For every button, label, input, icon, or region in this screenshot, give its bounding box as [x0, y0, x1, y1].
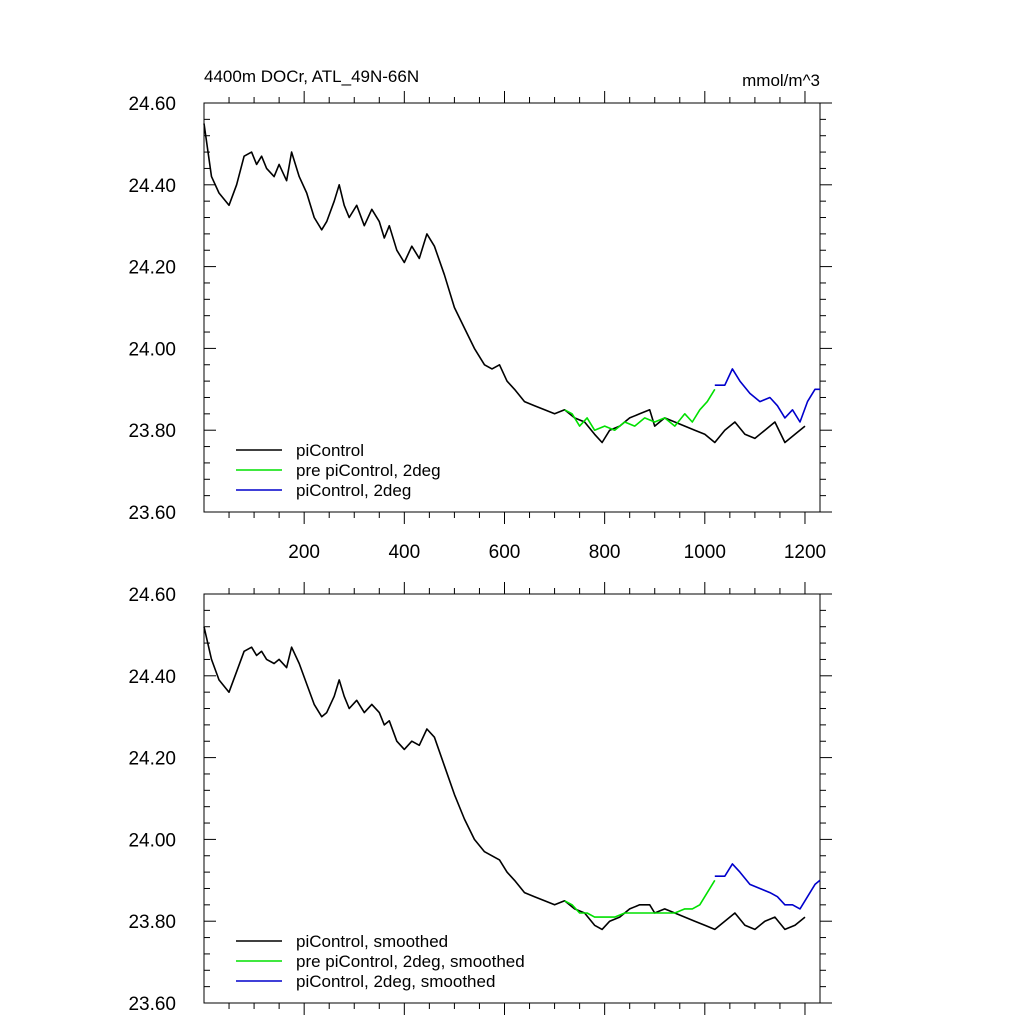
x-tick-label: 600 [489, 542, 521, 563]
series-line-2 [714, 368, 820, 423]
y-tick-label: 24.20 [128, 258, 176, 279]
y-tick-label: 24.60 [128, 585, 176, 606]
plot-frame [203, 593, 821, 1004]
y-tick-label: 24.60 [128, 94, 176, 115]
x-tick-labels: 200 400 600 800 1000 1200 [288, 542, 826, 563]
y-tick-label: 24.20 [128, 749, 176, 770]
y-tick-label: 23.60 [128, 503, 176, 524]
chart-title: 4400m DOCr, ATL_49N-66N [204, 67, 419, 86]
y-tick-label: 24.00 [128, 830, 176, 851]
y-tick-label: 23.80 [128, 421, 176, 442]
legend-label: pre piControl, 2deg, smoothed [296, 952, 525, 971]
legend-label: piControl, smoothed [296, 932, 448, 951]
legend-label: pre piControl, 2deg [296, 461, 441, 480]
y-tick-label: 24.40 [128, 176, 176, 197]
y-tick-label: 24.40 [128, 667, 176, 688]
series-line-0 [203, 626, 806, 931]
x-tick-label: 1200 [784, 542, 826, 563]
y-tick-label: 24.00 [128, 339, 176, 360]
bottom-panel: 23.60 23.80 24.00 24.20 24.40 24.60 piControl… [128, 582, 832, 1015]
series-line-2 [714, 863, 821, 910]
axis-ticks [204, 91, 832, 524]
legend-label: piControl, 2deg, smoothed [296, 972, 495, 991]
series-lines [203, 123, 820, 444]
y-tick-labels: 23.60 23.80 24.00 24.20 24.40 24.60 [128, 585, 176, 1015]
plot-frame [203, 102, 821, 513]
legend-label: piControl [296, 441, 364, 460]
x-tick-label: 800 [589, 542, 621, 563]
series-lines [203, 626, 821, 931]
y-tick-label: 23.60 [128, 994, 176, 1015]
units-label: mmol/m^3 [742, 71, 820, 90]
series-line-1 [564, 388, 716, 432]
x-tick-label: 400 [388, 542, 420, 563]
x-tick-label: 1000 [684, 542, 726, 563]
series-line-1 [564, 879, 716, 918]
top-panel: 4400m DOCr, ATL_49N-66N mmol/m^3 23.6023… [128, 67, 832, 563]
axis-ticks [204, 582, 832, 1015]
legend-label: piControl, 2deg [296, 481, 411, 500]
x-tick-label: 200 [288, 542, 320, 563]
y-tick-labels: 23.60 23.80 24.00 24.20 24.40 24.60 [128, 94, 176, 524]
series-line-0 [203, 123, 806, 444]
y-tick-label: 23.80 [128, 912, 176, 933]
